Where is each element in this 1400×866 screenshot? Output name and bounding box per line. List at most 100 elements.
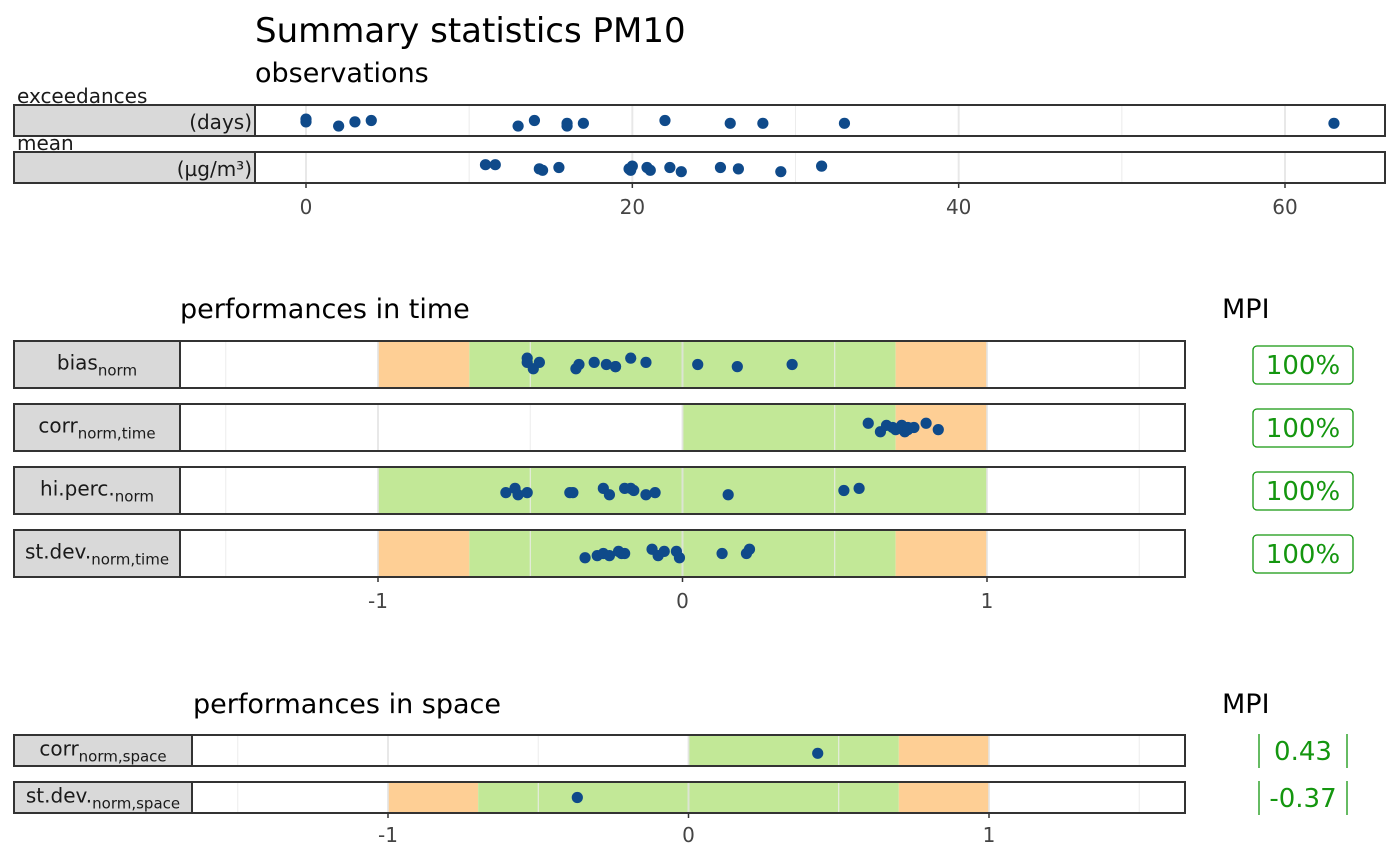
data-point [932, 424, 944, 436]
data-point [533, 356, 545, 368]
data-point [664, 161, 676, 174]
x-tick-label: -1 [378, 823, 398, 847]
data-point [577, 117, 589, 129]
performances-space-subtitle: performances in space [193, 689, 501, 720]
data-point [692, 358, 704, 371]
strip-label-box [13, 340, 181, 389]
chart-panel: biasnorm 100% [13, 340, 1354, 389]
data-point [609, 361, 622, 373]
mpi-header-space: MPI [1222, 689, 1270, 720]
data-point [512, 489, 524, 501]
data-point [812, 747, 824, 759]
data-point [500, 487, 512, 499]
strip-label-top: mean [17, 131, 74, 155]
data-point [649, 487, 661, 499]
data-point [553, 161, 565, 174]
data-point [536, 164, 549, 176]
data-point [521, 487, 533, 499]
data-point [862, 417, 874, 429]
data-point [675, 166, 687, 178]
data-point [724, 117, 736, 129]
strip-label: corrnorm,time [38, 414, 155, 443]
zone-band-orange [378, 530, 470, 577]
data-point [603, 550, 616, 562]
data-point [640, 489, 652, 501]
zone-band-orange [388, 782, 479, 813]
data-point [528, 114, 541, 127]
data-point [658, 545, 670, 557]
strip-label: st.dev.norm,space [26, 784, 180, 813]
strip-label-box [13, 529, 181, 578]
mpi-value: 100% [1266, 351, 1340, 381]
data-point [673, 552, 686, 564]
data-point [603, 489, 616, 501]
chart-section-0: exceedances (days) mean (µg/m³) 0 20 40 60 [13, 84, 1386, 219]
data-point [625, 352, 637, 364]
data-point [365, 114, 377, 127]
x-tick-label: -1 [368, 589, 388, 613]
data-point [349, 116, 361, 128]
mpi-value: 100% [1266, 477, 1340, 507]
data-point [757, 117, 769, 129]
mpi-value: -0.37 [1269, 784, 1336, 814]
data-point [838, 484, 850, 497]
strip-label-box [13, 151, 256, 184]
chart-section-2: corrnorm,space 0.43 st.dev.norm,space -0.37… [13, 734, 1348, 847]
chart-panel: corrnorm,time 100% [13, 403, 1354, 452]
chart-panel: st.dev.norm,space -0.37 [13, 781, 1348, 815]
chart-panel: corrnorm,space 0.43 [13, 734, 1348, 768]
mpi-value: 100% [1266, 414, 1340, 444]
panel-background [255, 105, 1385, 136]
chart-panel: exceedances (days) [13, 84, 1386, 137]
zone-band-orange [898, 735, 989, 766]
zone-band-orange [895, 341, 987, 388]
chart-panel: mean (µg/m³) [13, 131, 1386, 184]
data-point [731, 361, 743, 373]
data-point [1328, 117, 1340, 129]
data-point [479, 159, 492, 171]
data-point [333, 120, 345, 132]
data-point [561, 120, 573, 132]
data-point [816, 160, 828, 172]
strip-label: corrnorm,space [39, 737, 166, 766]
strip-label-unit: (µg/m³) [177, 157, 252, 181]
data-point [853, 482, 865, 494]
chart-panel: hi.perc.norm 100% [13, 466, 1354, 515]
mpi-value: 100% [1266, 540, 1340, 570]
strip-label: st.dev.norm,time [25, 540, 169, 569]
strip-label-top: exceedances [17, 84, 147, 108]
data-point [775, 166, 787, 178]
zone-band-green [682, 404, 896, 451]
data-point [571, 791, 583, 804]
data-point [640, 356, 652, 368]
data-point [489, 159, 501, 171]
data-point [512, 120, 524, 132]
observations-subtitle: observations [255, 58, 429, 89]
titles: Summary statistics PM10 observations per… [180, 11, 1270, 720]
data-point [579, 552, 591, 564]
x-tick-label: 0 [676, 589, 689, 613]
strip-label: hi.perc.norm [40, 477, 154, 506]
chart-section-1: biasnorm 100%corrnorm,time 100%hi.perc.nor… [13, 340, 1354, 613]
data-point [732, 163, 744, 175]
data-point [659, 114, 671, 127]
strip-label-box [13, 403, 181, 452]
strip-label: biasnorm [57, 351, 137, 380]
data-point [908, 421, 920, 434]
data-point [716, 547, 728, 560]
performances-time-subtitle: performances in time [180, 294, 470, 325]
data-point [786, 358, 798, 371]
data-point [644, 164, 656, 176]
mpi-box [1252, 471, 1354, 511]
chart-panel: st.dev.norm,time 100% [13, 529, 1354, 578]
zone-band-orange [898, 782, 989, 813]
figure-title: Summary statistics PM10 [255, 11, 686, 51]
zone-band-orange [895, 530, 987, 577]
zone-band-orange [378, 341, 470, 388]
zone-band-green [688, 735, 899, 766]
mpi-header-time: MPI [1222, 294, 1270, 325]
data-point [625, 164, 637, 176]
data-point [743, 543, 756, 555]
x-tick-label: 0 [300, 195, 313, 219]
